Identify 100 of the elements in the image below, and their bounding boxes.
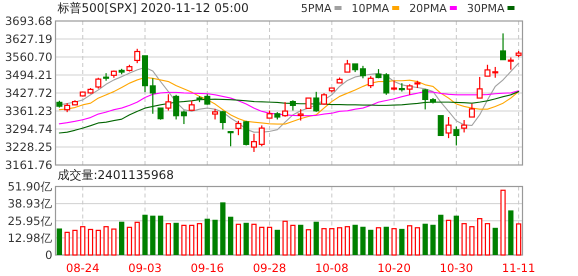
bar [314, 222, 319, 255]
bar [477, 218, 482, 256]
legend-label: 10PMA [352, 2, 390, 15]
y-tick-label: 38.93亿 [8, 196, 52, 211]
candlestick [313, 91, 320, 112]
x-tick-label: 09-03 [128, 261, 162, 275]
candlestick [180, 110, 187, 125]
bar [212, 220, 218, 255]
bar [352, 224, 358, 255]
bar [461, 223, 467, 256]
candlestick [500, 32, 506, 60]
bar [384, 226, 389, 255]
candlestick [282, 102, 288, 118]
bar [298, 224, 304, 255]
y-tick-label: 3560.70 [4, 50, 52, 64]
bar [438, 214, 444, 255]
bar [150, 216, 156, 255]
y-tick-label: 3294.74 [4, 122, 52, 136]
bar [360, 226, 366, 255]
candlestick [446, 116, 452, 139]
bar [446, 220, 452, 256]
candlestick [368, 76, 374, 89]
bar [516, 223, 522, 256]
bar [492, 228, 498, 255]
candlestick [228, 131, 234, 147]
candlestick [406, 84, 413, 96]
bar [220, 202, 226, 255]
bar [422, 224, 428, 255]
candlestick [220, 110, 226, 130]
candlestick [461, 119, 468, 134]
x-tick-label: 10-08 [315, 261, 349, 275]
y-tick-label: 25.95亿 [8, 214, 52, 228]
bar [189, 224, 194, 256]
bar [376, 227, 382, 256]
x-tick-label: 09-16 [190, 261, 224, 275]
candlestick [438, 115, 444, 136]
line-series [58, 76, 520, 125]
bar [173, 222, 179, 255]
legend-label: 20PMA [409, 2, 448, 15]
candlestick [453, 126, 460, 146]
bar [336, 227, 342, 256]
bar [430, 224, 436, 255]
bar [484, 223, 490, 256]
candlestick [134, 48, 140, 64]
candlestick [476, 76, 483, 99]
bar [266, 226, 272, 256]
bar [103, 226, 109, 256]
bar [134, 222, 140, 256]
candlestick [422, 88, 428, 110]
candlestick [468, 103, 475, 118]
bar [88, 228, 94, 256]
candlestick [321, 92, 328, 106]
candlestick [383, 72, 390, 96]
bar [228, 216, 234, 255]
bar [126, 226, 132, 256]
bar [56, 228, 62, 255]
bar [290, 224, 296, 256]
bar [399, 228, 405, 255]
candlestick [360, 65, 366, 79]
candlestick [235, 120, 242, 136]
x-tick-label: 08-24 [66, 261, 100, 275]
candlestick [204, 94, 210, 106]
candlestick [173, 94, 180, 120]
y-tick-label: 51.90亿 [8, 180, 52, 194]
chart-title: 标普500[SPX] 2020-11-12 05:00 [56, 1, 249, 15]
candlestick [375, 68, 382, 79]
bar [469, 226, 475, 256]
bar [204, 218, 210, 255]
bar [391, 228, 397, 256]
bar [500, 190, 506, 256]
bar [274, 230, 280, 255]
candlestick [305, 97, 312, 109]
bar [344, 226, 350, 256]
y-tick-label: 3494.21 [4, 68, 52, 82]
line-series [58, 91, 520, 134]
y-tick-label: 3228.25 [4, 140, 52, 154]
bar [329, 228, 334, 256]
candlestick [298, 108, 304, 122]
y-tick-label: 3361.23 [4, 104, 52, 118]
bar [72, 230, 78, 256]
x-tick-label: 10-20 [377, 261, 411, 275]
y-tick-label: 3427.72 [4, 86, 52, 100]
bar [508, 210, 514, 255]
bar [119, 222, 124, 255]
y-tick-label: 3693.68 [4, 14, 52, 28]
x-tick-label: 10-30 [440, 261, 474, 275]
candlestick [391, 80, 398, 92]
y-tick-label: 3627.19 [4, 32, 52, 46]
legend-label: 30PMA [466, 2, 505, 15]
bar [321, 228, 327, 256]
bar [80, 226, 86, 256]
bar [414, 227, 420, 256]
y-tick-label: 3161.76 [4, 158, 52, 172]
candlestick [158, 107, 164, 120]
candlestick [508, 56, 514, 70]
x-tick-label: 09-28 [252, 261, 286, 275]
candlestick [344, 59, 350, 73]
bar [306, 229, 312, 256]
candlestick [188, 100, 195, 111]
candlestick [243, 120, 250, 146]
